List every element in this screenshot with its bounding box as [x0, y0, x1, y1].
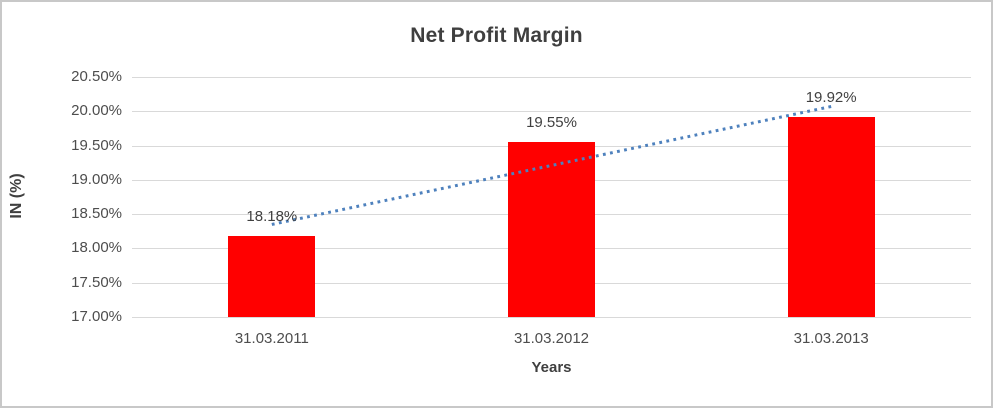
gridline	[132, 317, 971, 318]
y-tick-label: 20.00%	[71, 102, 122, 120]
y-tick-label: 17.00%	[71, 308, 122, 325]
bar-31.03.2011[interactable]	[228, 236, 316, 317]
y-tick-label: 19.00%	[71, 170, 122, 188]
trendline[interactable]	[271, 105, 832, 226]
x-tick-label: 31.03.2011	[234, 330, 309, 347]
y-tick-label: 20.50%	[71, 68, 122, 85]
x-axis-title: Years	[531, 359, 572, 376]
bar-31.03.2012[interactable]	[508, 142, 595, 317]
y-tick-label: 17.50%	[71, 273, 122, 291]
x-tick-label: 31.03.2012	[513, 330, 590, 347]
gridline	[132, 111, 971, 113]
bar-data-label: 19.55%	[526, 114, 577, 132]
chart-title: Net Profit Margin	[410, 24, 583, 47]
bar-data-label: 18.18%	[246, 208, 298, 226]
x-tick-label: 31.03.2013	[793, 330, 869, 347]
bar-data-label: 19.92%	[805, 88, 857, 106]
y-tick-label: 18.00%	[71, 239, 122, 257]
bar-31.03.2013[interactable]	[787, 116, 875, 317]
y-tick-label: 19.50%	[71, 136, 122, 154]
y-tick-label: 18.50%	[71, 205, 122, 223]
gridline	[132, 77, 971, 78]
